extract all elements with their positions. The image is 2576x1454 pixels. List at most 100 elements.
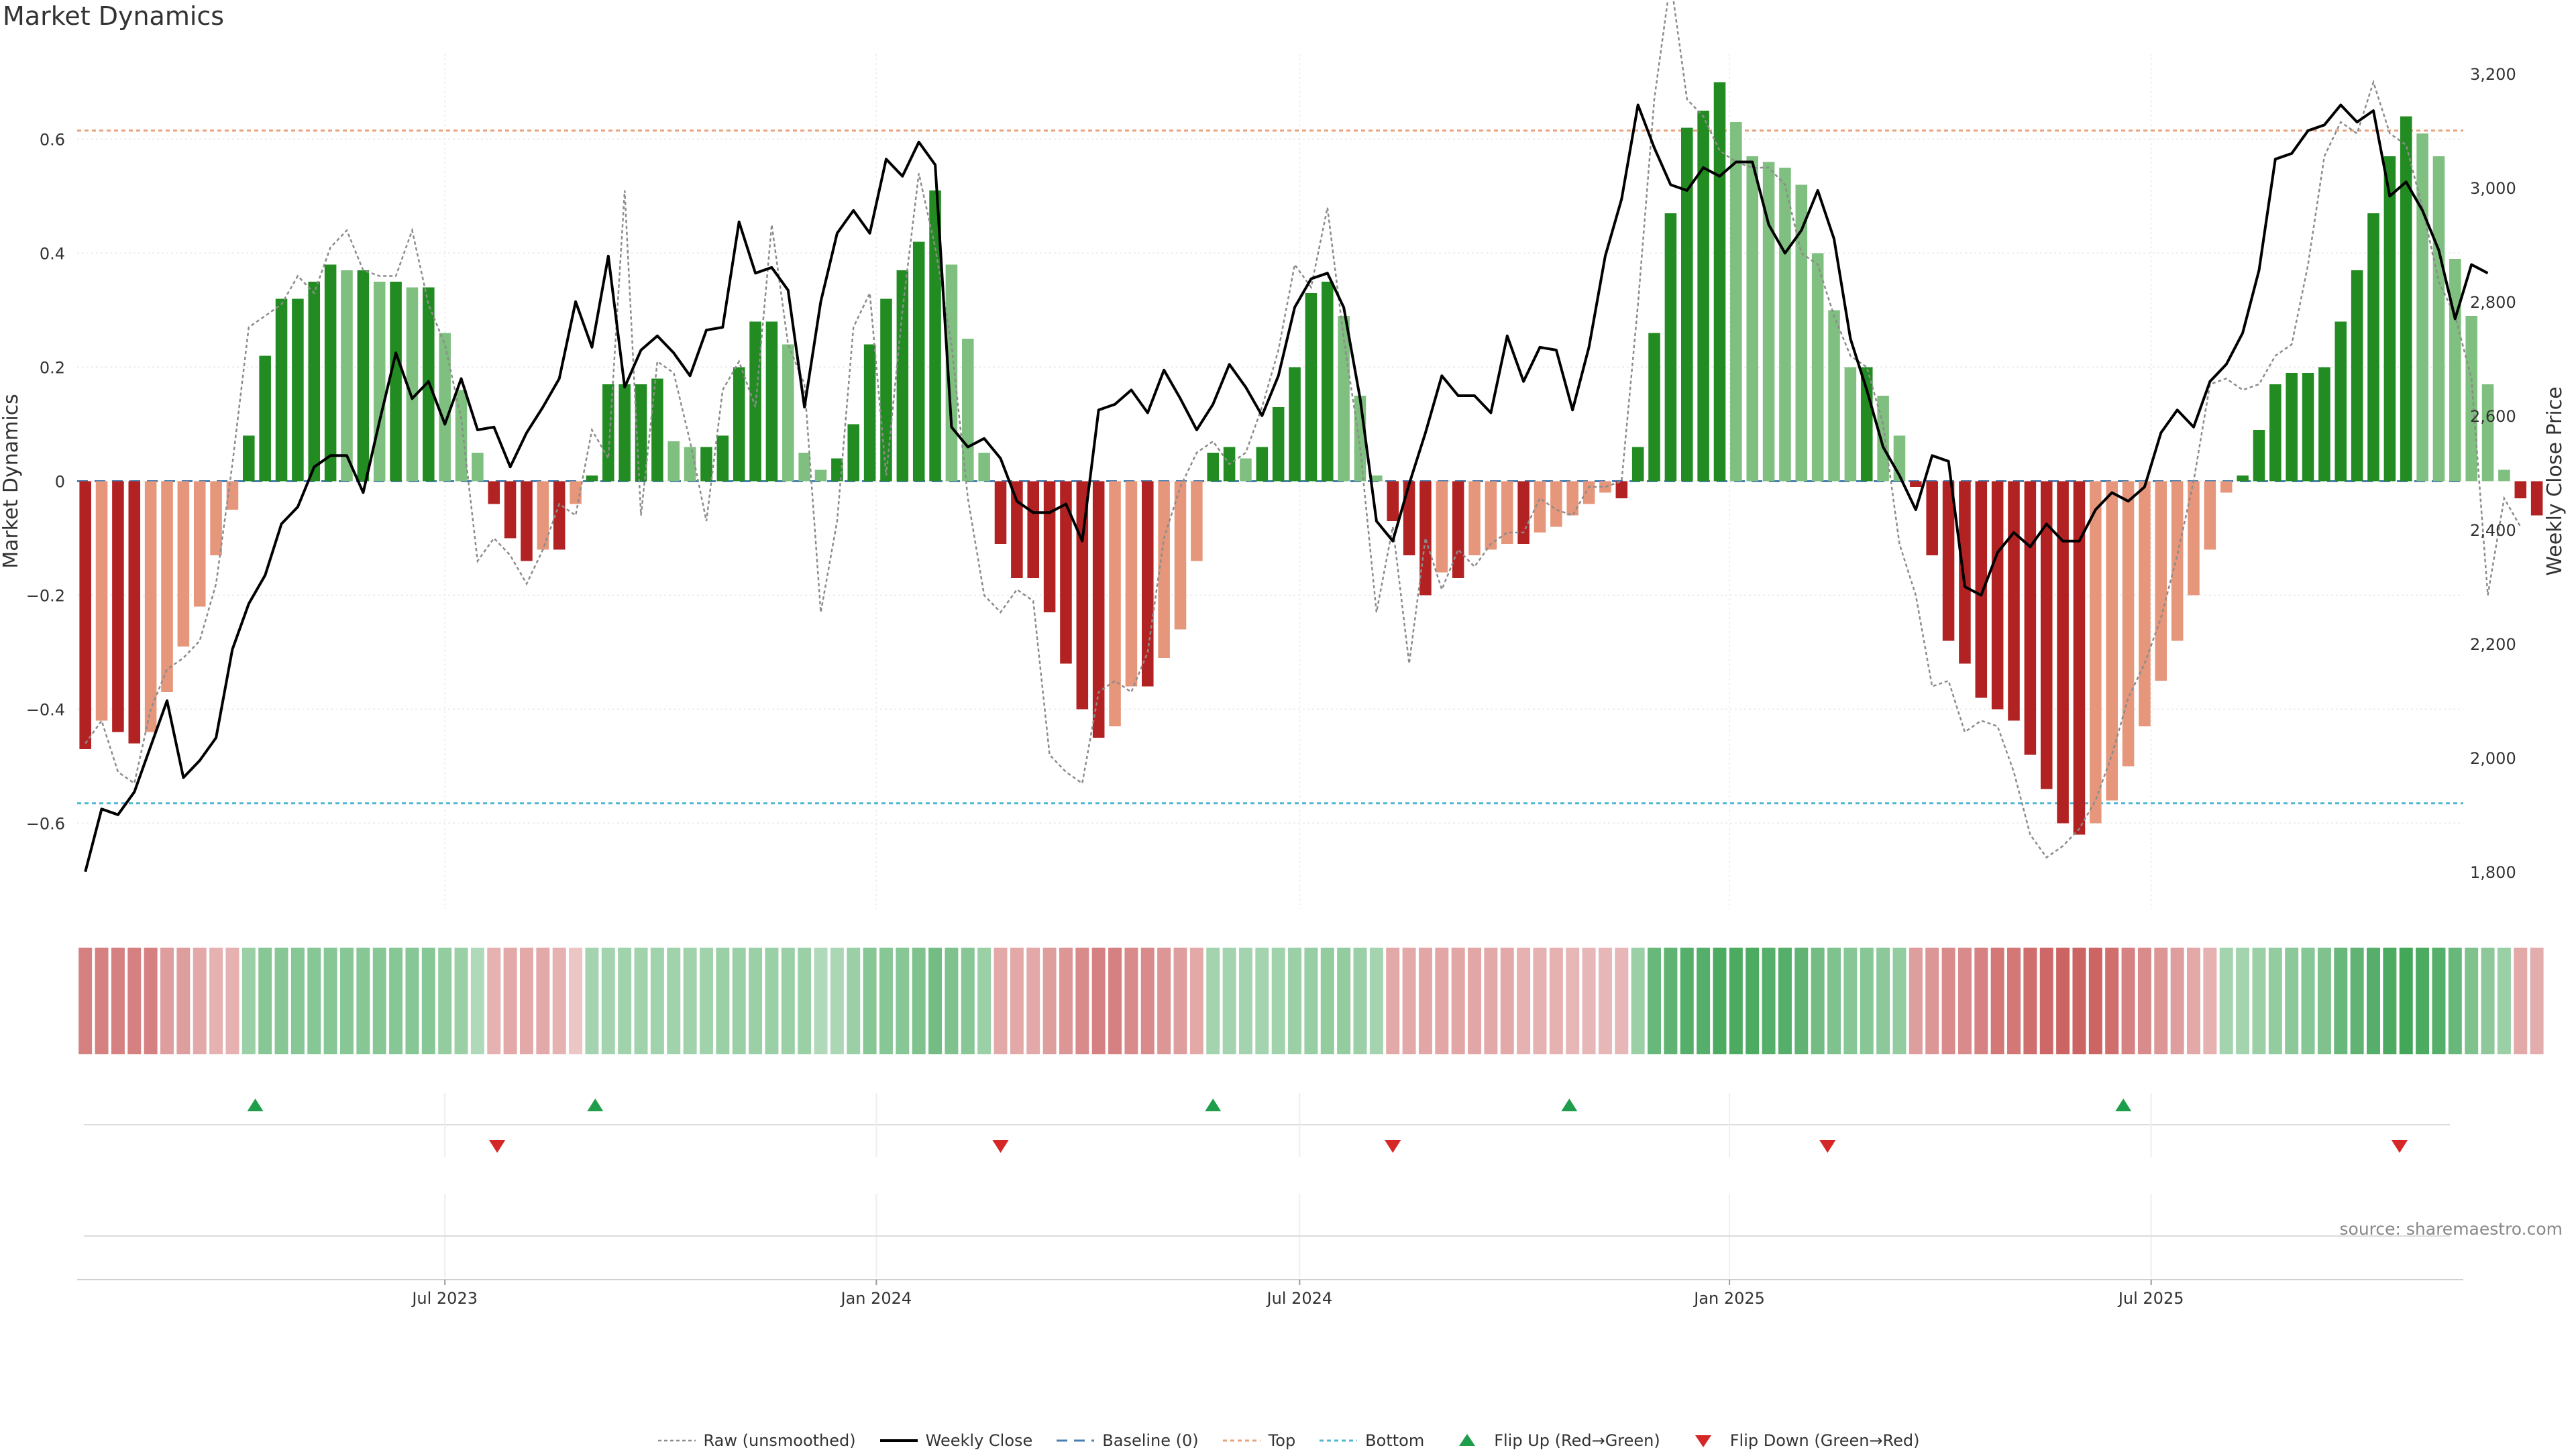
x-tick-label: Jan 2024 [839, 1289, 912, 1308]
flip-up-marker [247, 1099, 264, 1111]
heat-cell [961, 948, 975, 1054]
dynamics-bar [1713, 82, 1726, 482]
legend-item-baseline: Baseline (0) [1055, 1431, 1199, 1450]
legend-item-flip-down: Flip Down (Green→Red) [1683, 1431, 1920, 1450]
flip-markers [84, 1093, 2450, 1278]
dynamics-bar [259, 355, 271, 482]
flip-up-marker [2115, 1099, 2132, 1111]
dynamics-bar [2449, 259, 2461, 482]
heat-cell [2367, 948, 2380, 1054]
heat-cell [1288, 948, 1302, 1054]
heat-cell [798, 948, 812, 1054]
y-axis-label: Market Dynamics [0, 394, 23, 569]
dynamics-bar [1158, 481, 1170, 658]
dynamics-bar [1860, 367, 1873, 482]
heat-cell [160, 948, 174, 1054]
dynamics-bar [1910, 481, 1922, 487]
heat-cell [2497, 948, 2511, 1054]
heat-cell [193, 948, 207, 1054]
dynamics-bar [79, 481, 91, 749]
heat-cell [536, 948, 550, 1054]
heat-cell [209, 948, 223, 1054]
heat-cell [928, 948, 943, 1054]
dynamics-bar [1877, 396, 1889, 482]
dynamics-bar [2334, 321, 2347, 482]
y2-tick-label: 2,000 [2470, 749, 2516, 768]
heat-cell [519, 948, 533, 1054]
heat-cell [585, 948, 599, 1054]
y-tick-label: 0.4 [40, 245, 65, 264]
dynamics-bar [570, 481, 582, 504]
heat-cell [1957, 948, 1972, 1054]
legend-swatch-close [879, 1439, 918, 1442]
heat-cell [1189, 948, 1203, 1054]
heat-cell [699, 948, 713, 1054]
dynamics-bar [1011, 481, 1023, 578]
x-tick-label: Jul 2024 [1266, 1289, 1333, 1308]
heat-cell [994, 948, 1008, 1054]
dynamics-bar [880, 298, 892, 482]
heat-cell [1549, 948, 1563, 1054]
heat-cell [618, 948, 632, 1054]
dynamics-bar [1501, 481, 1513, 544]
dynamics-bar [1338, 316, 1350, 482]
heat-cell [1990, 948, 2004, 1054]
dynamics-bar [602, 384, 614, 482]
dynamics-bar [1631, 447, 1644, 482]
heat-cell [2268, 948, 2282, 1054]
dynamics-bar [1142, 481, 1154, 687]
dynamics-bar [1648, 333, 1660, 482]
raw-series [85, 0, 2522, 859]
dynamics-bar [1975, 481, 1988, 698]
heat-cell [1418, 948, 1432, 1054]
heat-cell [389, 948, 403, 1054]
heat-cell [2317, 948, 2331, 1054]
heat-cell [1468, 948, 1482, 1054]
dynamics-bar [504, 481, 517, 539]
y2-tick-label: 2,600 [2470, 407, 2516, 426]
heat-cell [2187, 948, 2200, 1054]
dynamics-bar [1468, 481, 1481, 555]
heat-cell [1059, 948, 1073, 1054]
flip-down-marker [489, 1140, 506, 1153]
heat-cell [2383, 948, 2397, 1054]
heat-cell [111, 948, 125, 1054]
heat-cell [1925, 948, 1939, 1054]
heat-cell [2007, 948, 2021, 1054]
heat-cell [2072, 948, 2086, 1054]
heat-cell [258, 948, 272, 1054]
weekly-close-series [84, 103, 2489, 873]
dynamics-bar [128, 481, 141, 744]
dynamics-bar [912, 241, 925, 482]
dynamics-bar [1599, 481, 1611, 493]
chart-title: Market Dynamics [3, 1, 225, 31]
legend-label: Bottom [1365, 1431, 1425, 1450]
dynamics-bar [210, 481, 222, 555]
axes: −0.6 −0.4 −0.2 0 0.2 0.4 0.6 1,800 2,000 2,200 2,4… [26, 65, 2516, 882]
dynamics-bar [1828, 310, 1840, 482]
dynamics-bar [390, 282, 402, 482]
heat-cell [2023, 948, 2037, 1054]
heat-cell [1369, 948, 1383, 1054]
dynamics-bar [1436, 481, 1448, 573]
heat-cell [2448, 948, 2462, 1054]
dynamics-bar [2367, 213, 2379, 482]
legend-swatch-flip-up [1459, 1434, 1476, 1446]
heat-cell [1598, 948, 1612, 1054]
heat-cell [912, 948, 926, 1054]
heat-cell [144, 948, 158, 1054]
dynamics-bar [586, 476, 598, 482]
dynamics-bar [1109, 481, 1121, 726]
heat-cell [1337, 948, 1351, 1054]
heat-cell [356, 948, 370, 1054]
dynamics-bar [112, 481, 124, 732]
heat-cell [667, 948, 681, 1054]
heat-cell [863, 948, 877, 1054]
heat-cell [372, 948, 386, 1054]
dynamics-bar [2253, 430, 2265, 482]
heat-cell [1713, 948, 1727, 1054]
heat-cell [1615, 948, 1629, 1054]
dynamics-bar [1076, 481, 1089, 710]
heat-cell [470, 948, 484, 1054]
y-tick-label: 0.6 [40, 131, 65, 150]
